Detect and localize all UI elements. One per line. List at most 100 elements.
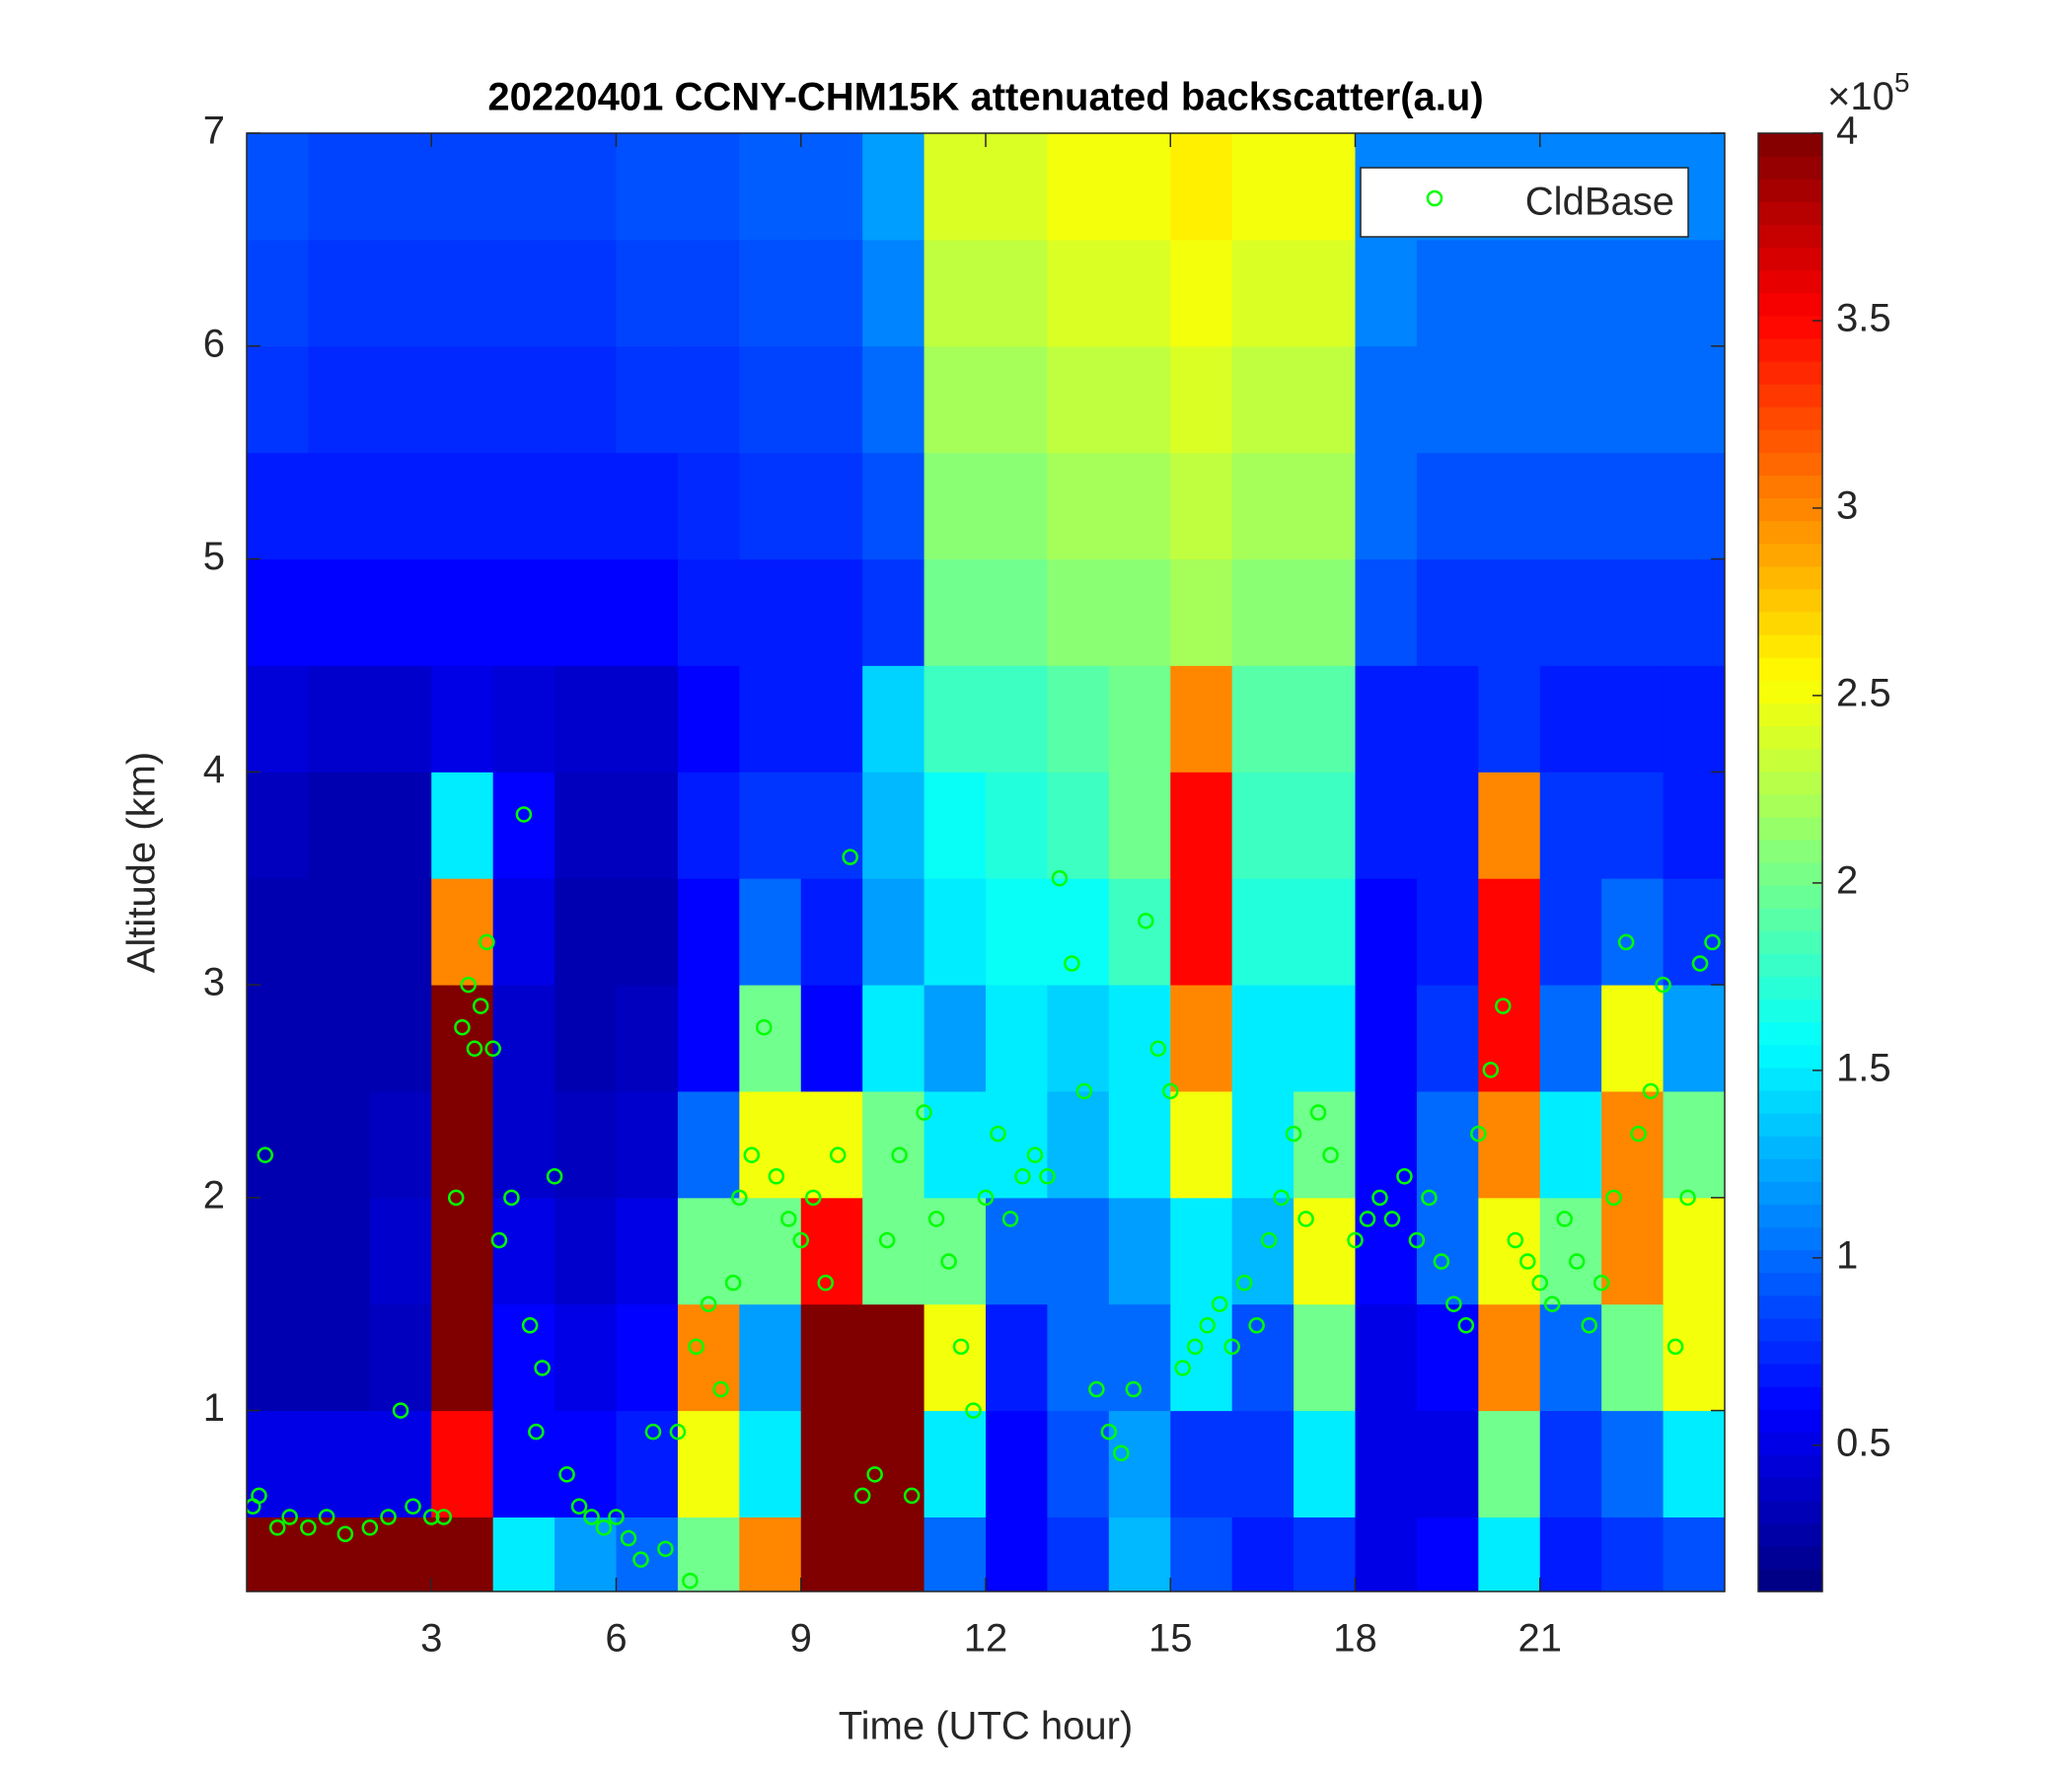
cloud-base-point	[700, 1295, 717, 1312]
heatmap-cell	[1539, 452, 1602, 560]
heatmap-cell	[555, 1517, 617, 1591]
heatmap-cell	[1663, 985, 1725, 1092]
cloud-base-point	[466, 1040, 483, 1058]
heatmap-cell	[1047, 878, 1110, 986]
cloud-base-point	[965, 1402, 982, 1419]
colorbar-swatch	[1758, 1044, 1822, 1069]
heatmap-cell	[1355, 1090, 1418, 1199]
heatmap-cell	[1663, 1197, 1725, 1305]
chart-title: 20220401 CCNY-CHM15K attenuated backscat…	[487, 76, 1483, 119]
heatmap-cell	[1478, 1303, 1541, 1412]
heatmap-cell	[1416, 345, 1479, 454]
heatmap-cell	[369, 239, 432, 347]
heatmap-cell	[986, 133, 1048, 241]
heatmap-cell	[1355, 558, 1418, 666]
heatmap-cell	[1231, 239, 1295, 347]
heatmap-cell	[555, 345, 617, 454]
heatmap-cell	[862, 985, 925, 1092]
heatmap-cell	[1416, 1090, 1479, 1199]
heatmap-cell	[492, 1410, 555, 1517]
heatmap-cell	[924, 452, 987, 560]
colorbar-swatch	[1758, 1249, 1822, 1274]
heatmap-cell	[1108, 345, 1171, 454]
heatmap-cell	[616, 878, 679, 986]
heatmap-cell	[1601, 1517, 1665, 1591]
cloud-base-point	[1039, 1168, 1056, 1185]
cloud-base-point	[1421, 1189, 1438, 1207]
heatmap-cell	[1170, 1197, 1233, 1305]
heatmap-cell	[431, 772, 494, 879]
colorbar-swatch	[1758, 1454, 1822, 1479]
cloud-base-point	[1605, 1189, 1622, 1207]
heatmap-cell	[616, 985, 679, 1092]
heatmap-cell	[616, 558, 679, 666]
heatmap-cell	[739, 1090, 802, 1199]
heatmap-cell	[986, 665, 1048, 773]
heatmap-cell	[308, 133, 371, 241]
heatmap-cell	[924, 1197, 987, 1305]
cloud-base-point	[724, 1274, 742, 1292]
heatmap-cell	[1663, 1090, 1725, 1199]
heatmap-cell	[1601, 772, 1665, 879]
heatmap-cell	[555, 452, 617, 560]
heatmap-cell	[1231, 452, 1295, 560]
colorbar-swatch	[1758, 999, 1822, 1023]
heatmap-cell	[677, 452, 740, 560]
heatmap-cell	[1108, 239, 1171, 347]
cloud-base-point	[1113, 1444, 1130, 1462]
heatmap-cell	[1355, 1517, 1418, 1591]
heatmap-cell	[492, 239, 555, 347]
cloud-base-point	[583, 1509, 600, 1525]
cloud-base-point	[423, 1509, 440, 1525]
heatmap-cell	[1170, 1410, 1233, 1517]
colorbar-swatch	[1758, 269, 1822, 294]
cloud-base-point	[1088, 1380, 1105, 1398]
heatmap-cell	[1539, 1303, 1602, 1412]
heatmap-cell	[369, 878, 432, 986]
cloud-base-point	[1347, 1231, 1364, 1249]
heatmap-cell	[739, 452, 802, 560]
colorbar-swatch	[1758, 565, 1822, 590]
cloud-base-point	[380, 1509, 397, 1525]
heatmap-cell	[1416, 1517, 1479, 1591]
heatmap-cell	[677, 665, 740, 773]
heatmap-cell	[616, 772, 679, 879]
heatmap-cell	[800, 345, 863, 454]
heatmap-cell	[1416, 1303, 1479, 1412]
cloud-base-point	[1495, 998, 1512, 1014]
colorbar-swatch	[1758, 885, 1822, 909]
cloud-base-point	[1014, 1168, 1031, 1185]
cloud-base-point	[336, 1525, 354, 1542]
y-tick-label: 1	[203, 1386, 225, 1430]
heatmap-cell	[247, 772, 309, 879]
colorbar-swatch	[1758, 1340, 1822, 1365]
cloud-base-point	[1100, 1423, 1118, 1441]
heatmap-cell	[924, 133, 987, 241]
heatmap-cell	[308, 1410, 371, 1517]
heatmap-cell	[924, 345, 987, 454]
colorbar-swatch	[1758, 156, 1822, 180]
heatmap	[247, 133, 1725, 1591]
heatmap-cell	[986, 239, 1048, 347]
cloud-base-point	[768, 1168, 785, 1185]
colorbar-swatch	[1758, 1386, 1822, 1410]
cloud-base-point	[570, 1498, 588, 1515]
heatmap-cell	[1539, 239, 1602, 347]
cloud-base-point	[268, 1519, 286, 1536]
heatmap-cell	[1663, 1517, 1725, 1591]
heatmap-cell	[1231, 558, 1295, 666]
cloud-base-point	[688, 1338, 704, 1356]
colorbar-swatch	[1758, 224, 1822, 249]
heatmap-cell	[1416, 1197, 1479, 1305]
heatmap-cell	[1478, 1517, 1541, 1591]
cloud-base-point	[318, 1509, 335, 1525]
heatmap-cell	[247, 1197, 309, 1305]
cloud-base-point	[1433, 1253, 1450, 1270]
cloud-base-point	[1371, 1189, 1388, 1207]
heatmap-cell	[1294, 239, 1356, 347]
heatmap-cell	[800, 1197, 863, 1305]
colorbar-multiplier: ×105	[1827, 67, 1909, 117]
heatmap-cell	[986, 1303, 1048, 1412]
heatmap-cell	[739, 345, 802, 454]
heatmap-cell	[431, 878, 494, 986]
